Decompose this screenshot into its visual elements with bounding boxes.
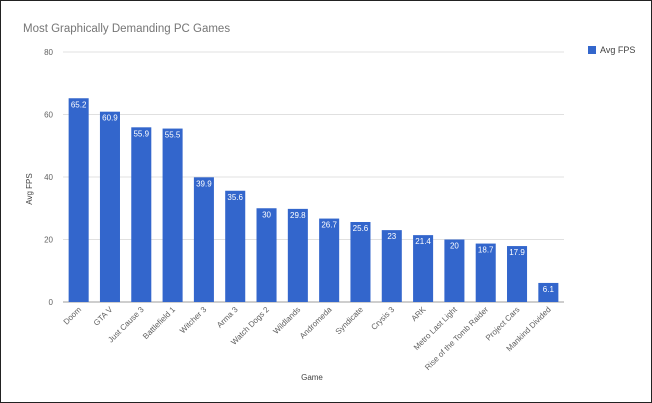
y-axis-title: Avg FPS — [25, 173, 34, 204]
x-axis-title: Game — [301, 373, 323, 382]
x-tick-label: Witcher 3 — [178, 305, 209, 336]
legend-label: Avg FPS — [600, 45, 635, 55]
bar-value-label: 20 — [450, 242, 459, 251]
y-tick-label: 0 — [49, 298, 54, 307]
bar-value-label: 26.7 — [321, 221, 337, 230]
bar — [538, 282, 559, 302]
bar-value-label: 21.4 — [415, 237, 431, 246]
bar-value-label: 39.9 — [196, 179, 212, 188]
bar — [131, 127, 152, 302]
bar-value-label: 17.9 — [509, 248, 525, 257]
x-tick-label: Syndicate — [334, 305, 366, 337]
bar — [225, 190, 246, 302]
x-tick-label: ARK — [410, 305, 428, 323]
x-tick-label: Wildlands — [271, 305, 302, 336]
x-tick-label: GTA V — [92, 305, 115, 328]
y-tick-label: 40 — [44, 173, 53, 182]
bar-value-label: 30 — [262, 210, 271, 219]
y-tick-label: 20 — [44, 236, 53, 245]
bar-value-label: 65.2 — [71, 100, 87, 109]
bar — [507, 246, 528, 302]
bar — [319, 218, 340, 302]
legend-swatch — [588, 46, 596, 54]
bar — [444, 239, 465, 302]
bar-value-label: 18.7 — [478, 246, 494, 255]
bar-value-label: 35.6 — [227, 193, 243, 202]
y-tick-label: 60 — [44, 111, 53, 120]
x-tick-label: Battlefield 1 — [141, 305, 177, 341]
bar — [350, 222, 371, 302]
bar — [413, 235, 434, 302]
legend: Avg FPS — [588, 45, 635, 55]
x-tick-label: Arma 3 — [215, 305, 240, 330]
x-tick-label: Crysis 3 — [369, 305, 396, 332]
bars: 65.2 60.9 55.9 55.5 39.9 35.6 30 29.8 26.7 25.6 23… — [68, 98, 559, 302]
bar-value-label: 6.1 — [543, 285, 555, 294]
bar — [99, 111, 120, 302]
x-tick-label: Doom — [62, 305, 84, 327]
bar — [193, 177, 214, 302]
x-tick-label: Andromeda — [298, 305, 334, 341]
bar — [68, 98, 89, 302]
y-axis-ticks: 0 20 40 60 80 — [44, 48, 53, 307]
bar-value-label: 55.9 — [133, 129, 149, 138]
bar — [162, 128, 183, 302]
y-tick-label: 80 — [44, 48, 53, 57]
bar-value-label: 25.6 — [353, 224, 369, 233]
x-tick-label: Rise of the Tomb Raider — [423, 305, 490, 372]
bar — [381, 230, 402, 302]
bar — [475, 243, 496, 302]
bar-value-label: 55.5 — [165, 131, 181, 140]
bar-value-label: 29.8 — [290, 211, 306, 220]
chart-title: Most Graphically Demanding PC Games — [23, 23, 230, 35]
bar-value-label: 60.9 — [102, 114, 118, 123]
bar — [256, 208, 277, 302]
bar — [287, 208, 308, 302]
bar-value-label: 23 — [387, 232, 396, 241]
